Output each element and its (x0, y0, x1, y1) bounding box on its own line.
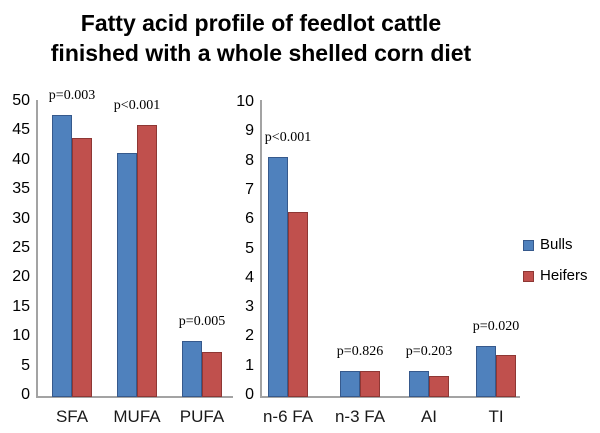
p-value-annotation-ai: p=0.203 (405, 344, 453, 359)
x-axis-label-ti: TI (488, 407, 504, 426)
y-tick-label-left-20: 20 (12, 268, 30, 285)
y-tick-label-right-0: 0 (245, 386, 254, 403)
y-tick-label-right-10: 10 (236, 93, 254, 110)
chart-title-line-1: Fatty acid profile of feedlot cattle (80, 10, 442, 36)
y-tick-label-right-2: 2 (245, 327, 254, 344)
x-axis-label-ai: AI (420, 407, 438, 426)
p-value-annotation-n-3-fa: p=0.826 (336, 344, 384, 359)
y-tick-label-right-5: 5 (245, 240, 254, 257)
bar-heifers-ti (496, 355, 516, 397)
x-axis-label-sfa: SFA (55, 407, 89, 426)
bar-heifers-ai (429, 376, 449, 397)
x-axis-line-left (36, 396, 233, 398)
legend-swatch-heifers (523, 270, 534, 282)
y-tick-label-left-0: 0 (21, 386, 30, 403)
chart-title-line-2: finished with a whole shelled corn diet (50, 40, 472, 66)
y-tick-label-left-35: 35 (12, 180, 30, 197)
x-axis-label-mufa: MUFA (113, 407, 161, 426)
legend-label-bulls: Bulls (540, 236, 573, 253)
p-value-annotation-mufa: p<0.001 (113, 98, 161, 113)
p-value-annotation-ti: p=0.020 (472, 319, 520, 334)
bar-bulls-ti (476, 346, 496, 397)
p-value-annotation-n-6-fa: p<0.001 (264, 130, 312, 145)
y-tick-label-right-1: 1 (245, 357, 254, 374)
bar-bulls-n-3-fa (340, 371, 360, 397)
y-axis-line-left (36, 100, 38, 398)
bar-heifers-mufa (137, 125, 157, 397)
y-axis-line-right (260, 100, 262, 398)
x-axis-label-n-6-fa: n-6 FA (262, 407, 314, 426)
y-tick-label-right-7: 7 (245, 181, 254, 198)
y-tick-label-right-8: 8 (245, 152, 254, 169)
y-tick-label-right-3: 3 (245, 298, 254, 315)
bar-bulls-sfa (52, 115, 72, 397)
legend-swatch-bulls (523, 239, 534, 251)
bar-heifers-pufa (202, 352, 222, 397)
bar-heifers-sfa (72, 138, 92, 397)
y-tick-label-left-5: 5 (21, 357, 30, 374)
x-axis-label-n-3-fa: n-3 FA (334, 407, 386, 426)
legend-label-heifers: Heifers (540, 267, 588, 284)
y-tick-label-right-9: 9 (245, 122, 254, 139)
y-tick-label-left-15: 15 (12, 298, 30, 315)
p-value-annotation-pufa: p=0.005 (178, 314, 226, 329)
y-tick-label-left-30: 30 (12, 210, 30, 227)
bar-heifers-n-3-fa (360, 371, 380, 397)
y-tick-label-right-6: 6 (245, 210, 254, 227)
y-tick-label-right-4: 4 (245, 269, 254, 286)
p-value-annotation-sfa: p=0.003 (48, 88, 96, 103)
legend-item-heifers: Heifers (523, 268, 588, 284)
x-axis-line-right (260, 396, 520, 398)
legend-item-bulls: Bulls (523, 237, 573, 253)
y-tick-label-left-50: 50 (12, 92, 30, 109)
x-axis-label-pufa: PUFA (179, 407, 225, 426)
bar-heifers-n-6-fa (288, 212, 308, 397)
y-tick-label-left-40: 40 (12, 151, 30, 168)
chart-title: Fatty acid profile of feedlot cattle fin… (0, 8, 522, 68)
y-tick-label-left-25: 25 (12, 239, 30, 256)
bar-bulls-pufa (182, 341, 202, 397)
bar-bulls-n-6-fa (268, 157, 288, 397)
y-tick-label-left-45: 45 (12, 121, 30, 138)
bar-bulls-ai (409, 371, 429, 397)
bar-bulls-mufa (117, 153, 137, 397)
y-tick-label-left-10: 10 (12, 327, 30, 344)
